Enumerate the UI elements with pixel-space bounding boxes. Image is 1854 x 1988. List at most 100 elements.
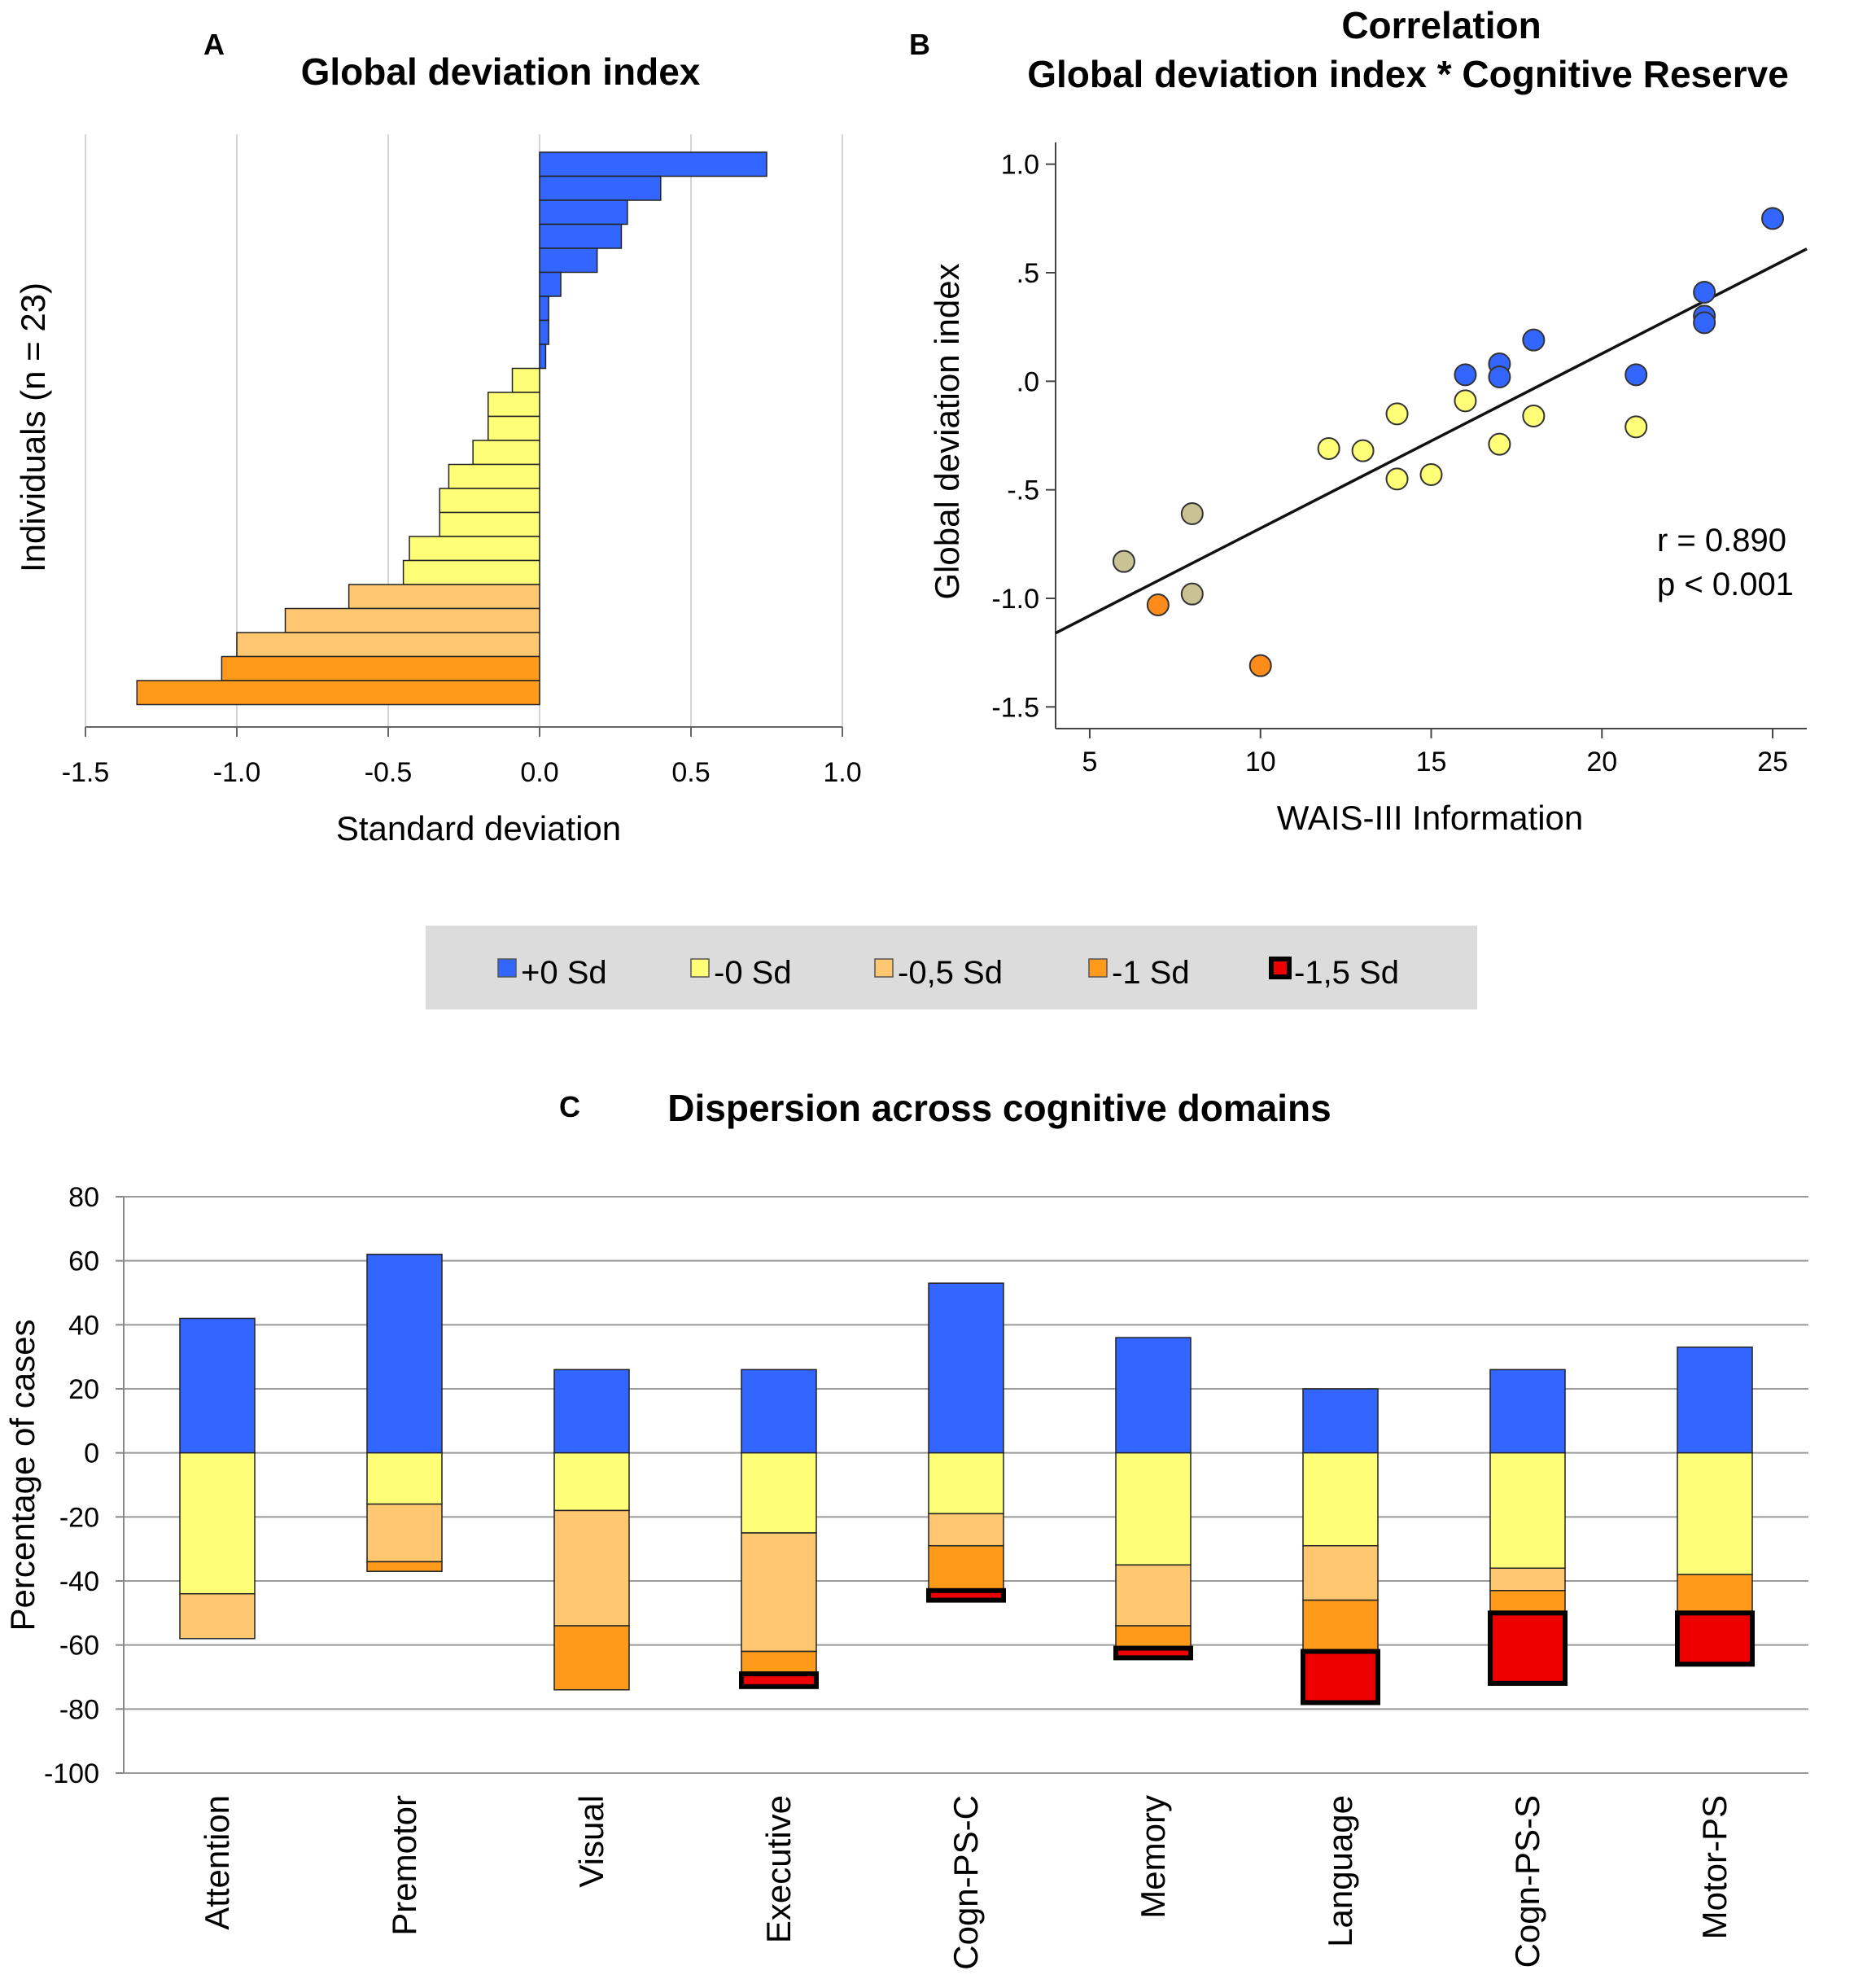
panel-a-bar	[511, 367, 540, 393]
panel-b-y-axis-label: Global deviation index	[928, 263, 966, 599]
panel-c-y-tick-label: -20	[59, 1502, 99, 1533]
panel-b-y-ticks: 1.0 .5 .0 -.5 -1.0 -1.5	[991, 150, 1056, 723]
panel-a-bar	[539, 319, 549, 345]
panel-b-point	[1317, 437, 1340, 460]
panel-c-category-labels: Attention Premotor Visual Executive Cogn-PS-…	[198, 1795, 1734, 1970]
panel-c-y-tick-label: 0	[84, 1438, 99, 1469]
legend-swatch	[1088, 958, 1108, 978]
panel-c-bar-segment	[366, 1452, 443, 1505]
panel-c-bar-segment	[1115, 1337, 1192, 1454]
panel-b-point	[1180, 582, 1204, 606]
panel-b-point	[1488, 432, 1511, 456]
panel-c: C Dispersion across cognitive domains 80…	[3, 1087, 1808, 1970]
panel-c-category-label: Motor-PS	[1695, 1795, 1734, 1939]
legend-item-label: -1,5 Sd	[1294, 955, 1399, 991]
panel-a-bar	[136, 680, 540, 706]
panel-c-y-tick-label: -80	[59, 1694, 99, 1725]
panel-a-bar	[539, 175, 662, 201]
panel-a-bar	[348, 584, 540, 610]
panel-b-point	[1761, 207, 1785, 230]
panel-c-bar-segment	[1302, 1452, 1379, 1547]
panel-b-point	[1385, 467, 1409, 491]
panel-c-bar-segment	[1489, 1590, 1566, 1614]
panel-b-point	[1454, 363, 1477, 387]
panel-a-tick-label: -1.5	[62, 757, 110, 788]
panel-b-y-tick-label: -1.5	[991, 692, 1039, 723]
panel-b-y-tick-label: -.5	[1007, 475, 1039, 506]
panel-c-bar-segment	[553, 1509, 630, 1627]
panel-a-bar	[472, 440, 540, 466]
panel-c-bar-segment	[1677, 1346, 1753, 1454]
panel-a-x-axis-label: Standard deviation	[336, 809, 621, 847]
legend-background	[426, 926, 1477, 1009]
panel-b-y-tick-label: .5	[1017, 258, 1039, 289]
panel-c-bar-segment	[1489, 1452, 1566, 1570]
panel-a-bar	[221, 655, 540, 681]
panel-c-bar-segment	[179, 1317, 256, 1454]
panel-b-point	[1522, 328, 1546, 352]
panel-c-bar-segment	[1115, 1452, 1192, 1566]
panel-b-point	[1693, 281, 1716, 304]
panel-a-tick-label: 0.0	[520, 757, 558, 788]
panel-c-category-label: Cogn-PS-C	[947, 1795, 985, 1970]
panel-b-subtitle: Global deviation index * Cognitive Reser…	[1027, 53, 1789, 95]
panel-c-y-tick-label: -60	[59, 1631, 99, 1662]
panel-a-bars	[136, 151, 767, 706]
panel-b-annotations: r = 0.890 p < 0.001	[1657, 523, 1794, 602]
panel-a-bar	[539, 199, 628, 226]
panel-b-point	[1454, 389, 1477, 413]
panel-c-letter: C	[559, 1090, 580, 1123]
panel-a-tick-label: -1.0	[213, 757, 261, 788]
panel-a-tick-label: 1.0	[823, 757, 861, 788]
panel-a-bar	[539, 296, 549, 322]
panel-a-tick-label: 0.5	[671, 757, 710, 788]
panel-c-y-ticks: 80 60 40 20 0 -20 -40 -60 -80 -100	[44, 1182, 124, 1789]
panel-c-bar-segment	[1302, 1599, 1379, 1653]
panel-c-y-tick-label: -40	[59, 1566, 99, 1597]
panel-a-bar	[488, 392, 540, 418]
legend-swatch	[690, 958, 710, 978]
panel-c-bar-segment	[928, 1544, 1004, 1592]
panel-c-category-label: Premotor	[385, 1795, 423, 1936]
panel-c-y-tick-label: 60	[68, 1246, 99, 1277]
panel-a: A Global deviation index -1.5 -1.0 -0.5 0.0…	[14, 28, 862, 847]
panel-c-bar-segment	[1488, 1610, 1568, 1686]
panel-c-bar-segment	[1677, 1574, 1753, 1614]
panel-b-x-tick-label: 15	[1416, 747, 1447, 777]
panel-b-letter: B	[909, 28, 930, 61]
panel-b-y-tick-label: -1.0	[991, 584, 1039, 615]
panel-c-bar-segment	[928, 1282, 1004, 1454]
panel-c-bar-segment	[179, 1592, 256, 1640]
panel-c-bar-segment	[1113, 1645, 1193, 1661]
panel-a-bar	[539, 271, 562, 297]
panel-c-bar-segment	[928, 1452, 1004, 1515]
panel-a-bar	[539, 247, 598, 274]
legend-swatch	[1269, 957, 1292, 979]
panel-c-category-label: Executive	[759, 1795, 798, 1943]
panel-c-category-label: Visual	[572, 1795, 610, 1888]
panel-a-bar	[409, 536, 540, 562]
panel-a-letter: A	[203, 28, 225, 61]
panel-c-bar-segment	[1675, 1610, 1755, 1667]
panel-c-title: Dispersion across cognitive domains	[667, 1087, 1331, 1129]
legend-item-label: -0,5 Sd	[898, 955, 1003, 991]
panel-b-y-tick-label: 1.0	[1001, 150, 1039, 181]
legend: +0 Sd -0 Sd -0,5 Sd -1 Sd -1,5 Sd	[426, 926, 1477, 1009]
panel-b-x-tick-label: 10	[1245, 747, 1276, 777]
panel-a-bar	[539, 151, 767, 177]
panel-b-y-tick-label: .0	[1017, 366, 1039, 397]
panel-b-title: Correlation	[1341, 4, 1541, 46]
panel-c-bar-segment	[1115, 1564, 1192, 1627]
legend-item-label: -0 Sd	[714, 955, 792, 991]
panel-a-bar	[439, 488, 540, 514]
panel-b-x-ticks: 5 10 15 20 25	[1082, 729, 1788, 777]
panel-b-annotation: p < 0.001	[1657, 567, 1794, 602]
panel-b-point	[1146, 593, 1170, 616]
panel-c-bars	[179, 1254, 1755, 1706]
panel-b: B Correlation Global deviation index * C…	[909, 4, 1808, 837]
panel-c-bar-segment	[1115, 1625, 1192, 1649]
panel-a-tick-label: -0.5	[365, 757, 413, 788]
panel-a-bar	[448, 463, 540, 489]
panel-c-bar-segment	[1677, 1452, 1753, 1575]
